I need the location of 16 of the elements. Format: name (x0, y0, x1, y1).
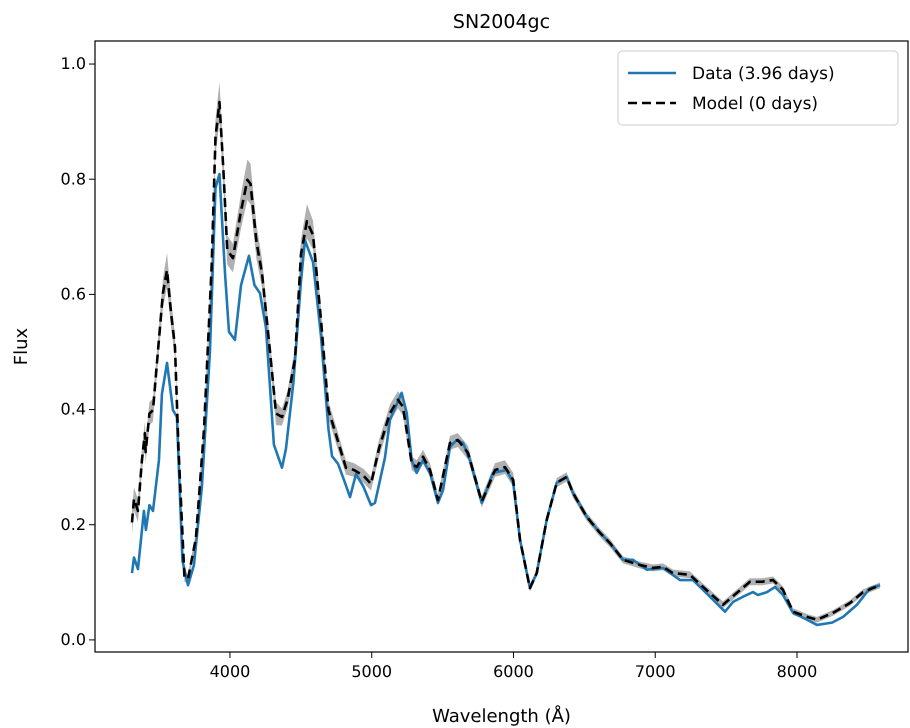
y-tick-label: 0.2 (60, 514, 86, 534)
y-tick-label: 0.4 (60, 400, 86, 419)
chart-title: SN2004gc (452, 11, 550, 33)
x-axis-title: Wavelength (Å) (432, 705, 571, 727)
x-tick-label: 8000 (776, 662, 818, 681)
x-tick-label: 4000 (210, 662, 250, 681)
legend-label: Model (0 days) (692, 94, 818, 114)
y-tick-label: 1.0 (60, 54, 86, 74)
x-tick-label: 5000 (351, 662, 392, 681)
x-tick-label: 7000 (634, 662, 676, 681)
legend-label: Data (3.96 days) (692, 64, 835, 84)
y-tick-label: 0.0 (60, 630, 86, 650)
y-axis-title: Flux (11, 327, 32, 366)
x-tick-label: 6000 (493, 662, 534, 681)
y-tick-label: 0.8 (60, 169, 86, 188)
y-tick-label: 0.6 (60, 284, 86, 304)
